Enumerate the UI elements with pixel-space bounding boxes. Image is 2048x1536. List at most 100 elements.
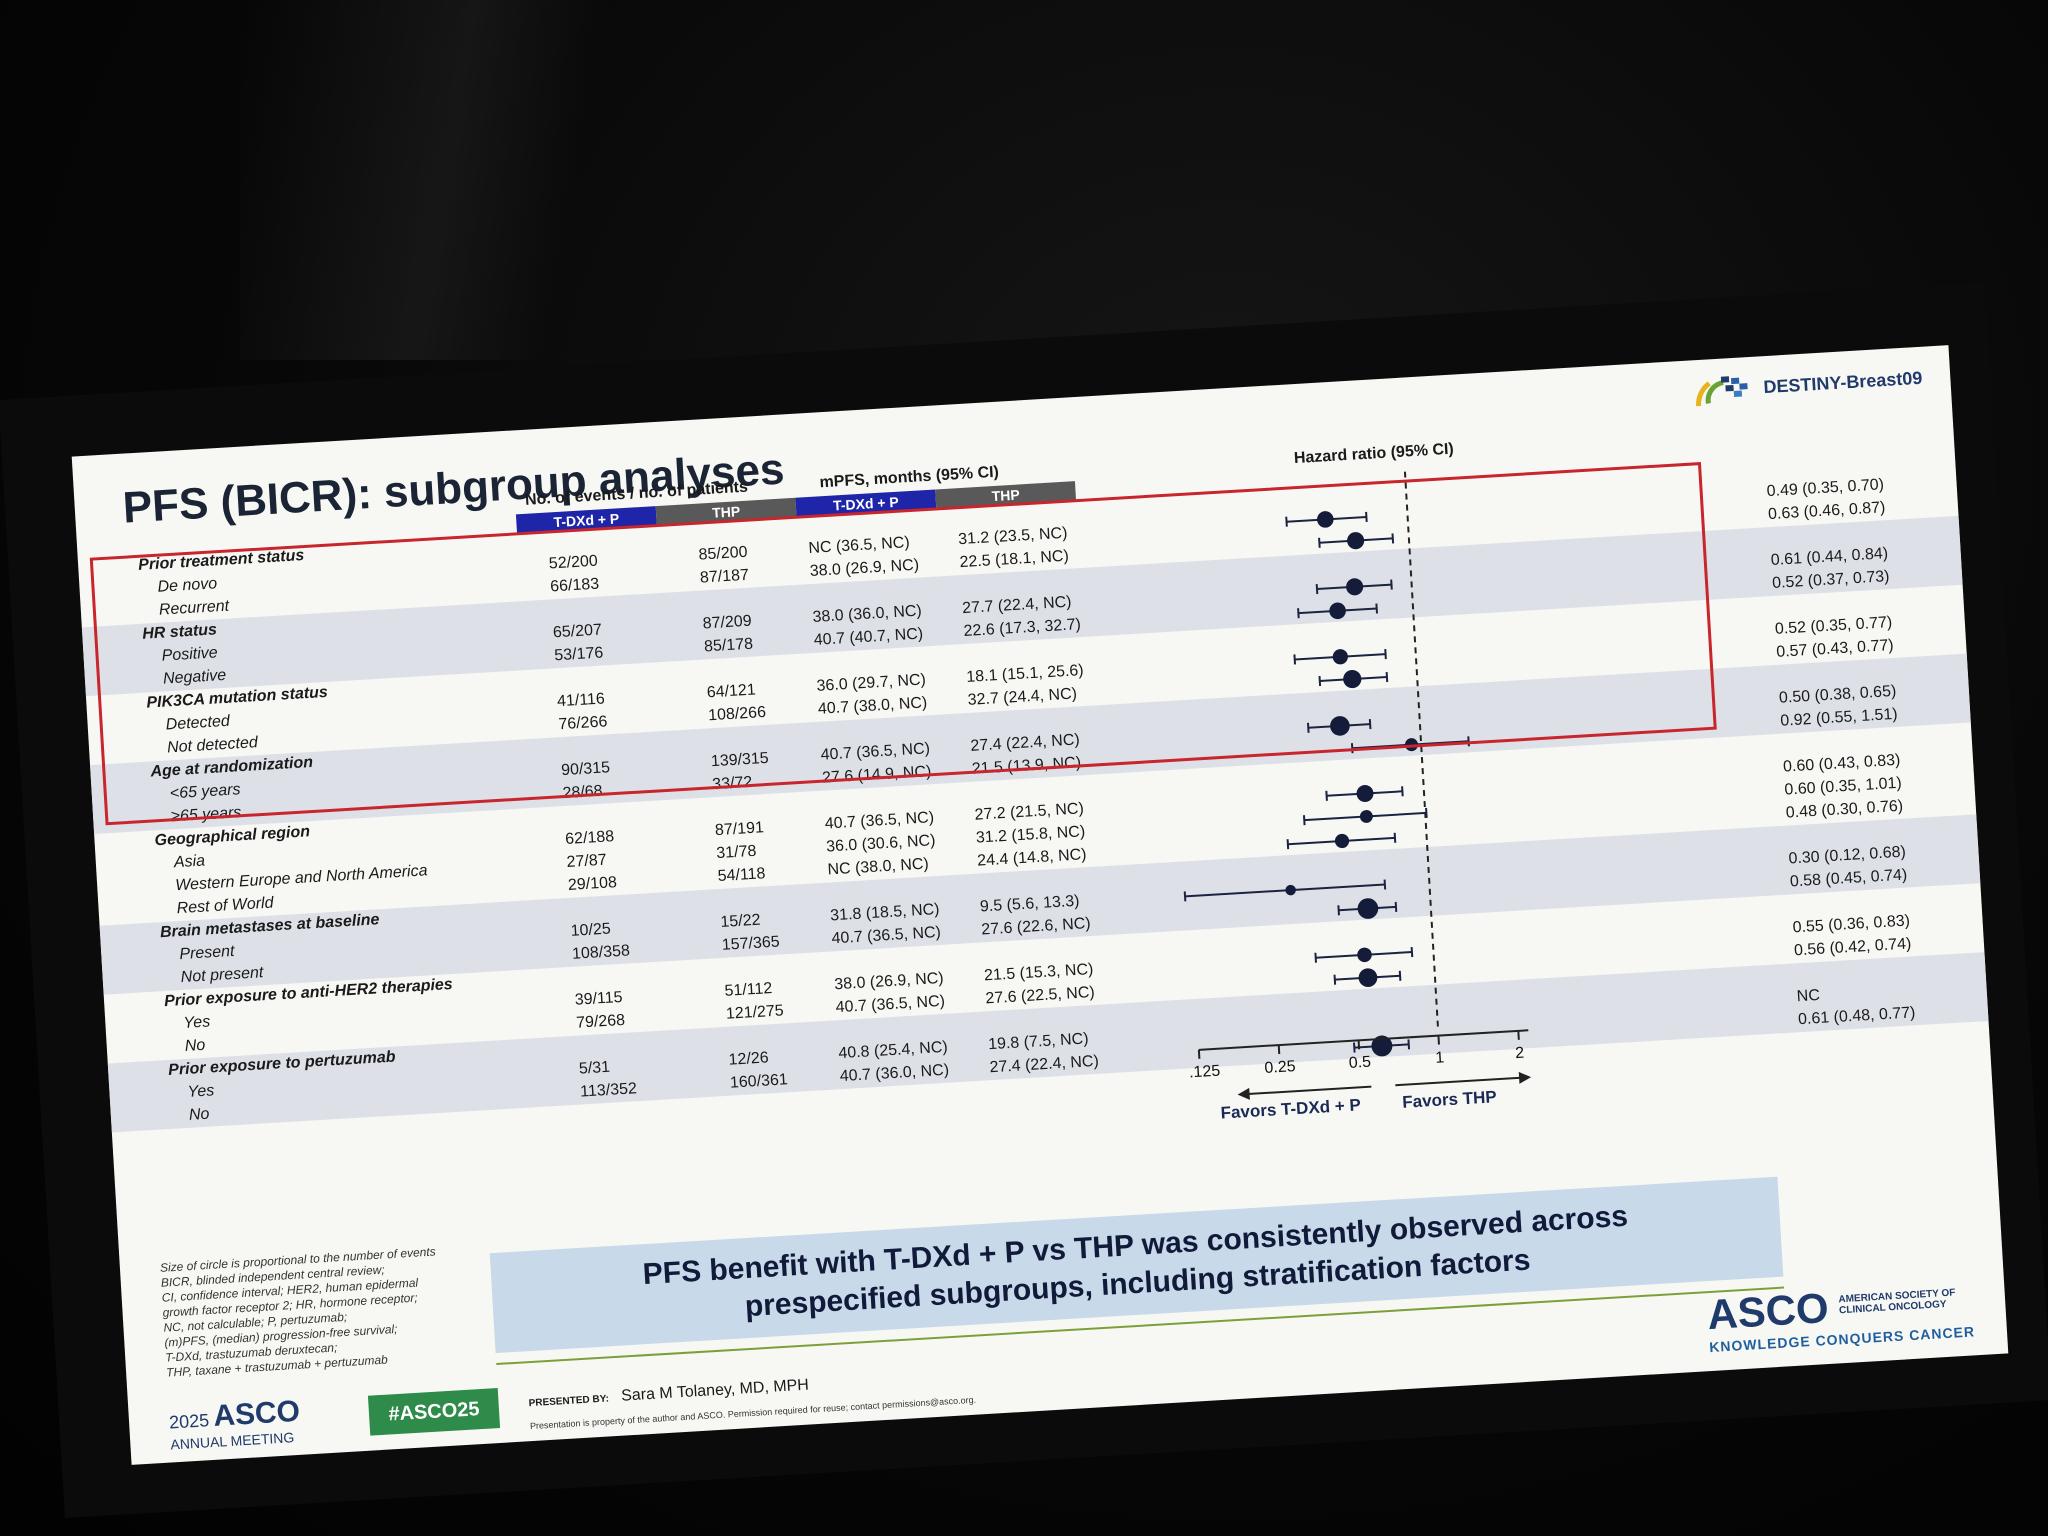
mpfs-tdxd-cell: 40.7 (38.0, NC): [817, 694, 928, 718]
events-thp-cell: 85/178: [703, 635, 754, 656]
events-tdxd-cell: 27/87: [566, 851, 608, 871]
x-axis-tick: [1437, 1035, 1440, 1045]
ci-cap: [1368, 719, 1372, 730]
events-thp-cell: 87/191: [714, 819, 765, 840]
subgroup-label: No: [184, 1036, 206, 1055]
ci-cap: [1318, 537, 1321, 548]
events-tdxd-cell: 66/183: [549, 575, 600, 596]
ci-cap: [1325, 790, 1328, 801]
ci-cap: [1314, 952, 1317, 963]
meeting-subtitle: ANNUAL MEETING: [169, 1429, 295, 1453]
mpfs-tdxd-cell: NC (36.5, NC): [807, 534, 911, 558]
hazard-ratio-point: [1359, 810, 1373, 823]
subgroup-label: HR status: [141, 621, 218, 643]
mpfs-tdxd-cell: 38.0 (26.9, NC): [833, 969, 945, 994]
events-thp-cell: 54/118: [717, 865, 766, 886]
presentation-slide: PFS (BICR): subgroup analyses DESTINY-Br…: [71, 345, 2009, 1465]
events-tdxd-cell: 41/116: [556, 690, 606, 711]
subgroup-label: Positive: [161, 644, 219, 665]
ci-cap: [1337, 905, 1340, 916]
favors-left-arrow: [1243, 1085, 1372, 1096]
events-thp-cell: 85/200: [698, 543, 749, 564]
hazard-ratio-point: [1329, 602, 1346, 620]
hazard-ratio-point: [1330, 716, 1350, 736]
presented-by-label: PRESENTED BY:: [528, 1393, 610, 1410]
x-axis-tick: [1197, 1049, 1201, 1059]
ci-cap: [1302, 815, 1306, 826]
events-tdxd-cell: 90/315: [560, 759, 611, 780]
events-thp-cell: 121/275: [725, 1002, 785, 1023]
subgroup-label: ≥65 years: [170, 804, 242, 826]
mpfs-thp-cell: 18.1 (15.1, 25.6): [965, 662, 1085, 686]
events-tdxd-cell: 39/115: [574, 988, 624, 1009]
forest-plot: 0.125 0.25 0.5 1 2: [1180, 471, 1532, 1100]
hazard-ratio-point: [1334, 833, 1350, 849]
hazard-ratio-point: [1332, 649, 1348, 665]
events-tdxd-cell: 5/31: [578, 1058, 611, 1078]
mpfs-tdxd-cell: 40.7 (36.5, NC): [835, 992, 946, 1017]
ci-cap: [1385, 671, 1389, 683]
meeting-logo: 2025 ASCO ANNUAL MEETING: [168, 1395, 302, 1453]
ci-cap: [1401, 786, 1404, 797]
mpfs-thp-cell: 27.6 (22.5, NC): [984, 983, 1096, 1008]
mpfs-thp-cell: 22.5 (18.1, NC): [959, 547, 1070, 572]
x-axis-tick-label: 1: [1435, 1049, 1445, 1067]
subgroup-label: Asia: [173, 852, 206, 872]
subgroup-label: Rest of World: [176, 894, 274, 918]
ci-cap: [1467, 736, 1470, 747]
hazard-ratio-header: Hazard ratio (95% CI): [1293, 440, 1455, 468]
meeting-year: 2025: [168, 1410, 210, 1433]
x-axis-tick: [1277, 1045, 1281, 1055]
presenter-name: Sara M Tolaney, MD, MPH: [620, 1376, 810, 1405]
ci-cap: [1391, 533, 1395, 544]
arrowhead-left-icon: [1237, 1087, 1250, 1100]
events-thp-cell: 15/22: [719, 911, 761, 931]
x-axis-tick: [1517, 1030, 1520, 1040]
mpfs-thp-cell: 32.7 (24.4, NC): [967, 685, 1078, 709]
events-thp-cell: 87/209: [702, 612, 753, 633]
mpfs-tdxd-cell: 36.0 (29.7, NC): [816, 671, 927, 695]
ci-cap: [1285, 516, 1288, 527]
hazard-ratio-point: [1371, 1035, 1393, 1057]
ci-cap: [1350, 743, 1354, 754]
ci-cap: [1315, 583, 1319, 595]
subgroup-label: Not detected: [166, 734, 259, 757]
ci-cap: [1318, 675, 1322, 687]
trial-brand: DESTINY-Breast09: [1693, 361, 1924, 409]
ci-cap: [1365, 511, 1368, 523]
subgroup-label: <65 years: [169, 781, 241, 803]
arrowhead-right-icon: [1518, 1071, 1532, 1084]
events-thp-cell: 33/72: [711, 773, 753, 794]
x-axis-tick-label: 0.25: [1264, 1058, 1296, 1077]
hazard-ratio-point: [1357, 898, 1379, 919]
events-thp-cell: 160/361: [729, 1071, 789, 1092]
hashtag-badge: #ASCO25: [367, 1388, 501, 1436]
mpfs-thp-cell: 31.2 (23.5, NC): [957, 524, 1068, 549]
mpfs-thp-cell: 24.4 (14.8, NC): [976, 846, 1087, 870]
hazard-ratio-point: [1347, 532, 1365, 550]
events-thp-cell: 12/26: [728, 1049, 770, 1069]
ci-cap: [1353, 1042, 1356, 1053]
events-tdxd-cell: 53/176: [553, 644, 604, 665]
events-thp-cell: 31/78: [715, 842, 757, 863]
ci-cap: [1297, 608, 1300, 619]
brand-name: DESTINY-Breast09: [1762, 367, 1923, 397]
events-tdxd-cell: 79/268: [575, 1011, 626, 1032]
footnote: Size of circle is proportional to the nu…: [160, 1242, 487, 1381]
x-axis-tick-label: 0.5: [1348, 1054, 1371, 1072]
ceiling-light-beam: [240, 0, 700, 360]
subgroup-label: Yes: [187, 1082, 215, 1101]
hazard-ratio-point: [1357, 947, 1372, 963]
asco-fullname: AMERICAN SOCIETY OF CLINICAL ONCOLOGY: [1838, 1287, 1956, 1316]
asco-logo: ASCO AMERICAN SOCIETY OF CLINICAL ONCOLO…: [1706, 1275, 1975, 1355]
events-tdxd-cell: 76/266: [557, 713, 608, 734]
subgroup-label: Not present: [180, 964, 264, 987]
hazard-ratio-point: [1346, 578, 1364, 596]
events-tdxd-cell: 28/68: [562, 782, 604, 803]
events-tdxd-cell: 52/200: [548, 552, 599, 573]
ci-cap: [1410, 946, 1414, 958]
ci-cap: [1286, 839, 1290, 850]
x-axis-tick-label: 2: [1515, 1045, 1525, 1063]
mpfs-thp-cell: 27.2 (21.5, NC): [974, 800, 1085, 824]
hazard-ratio-point: [1343, 669, 1362, 689]
